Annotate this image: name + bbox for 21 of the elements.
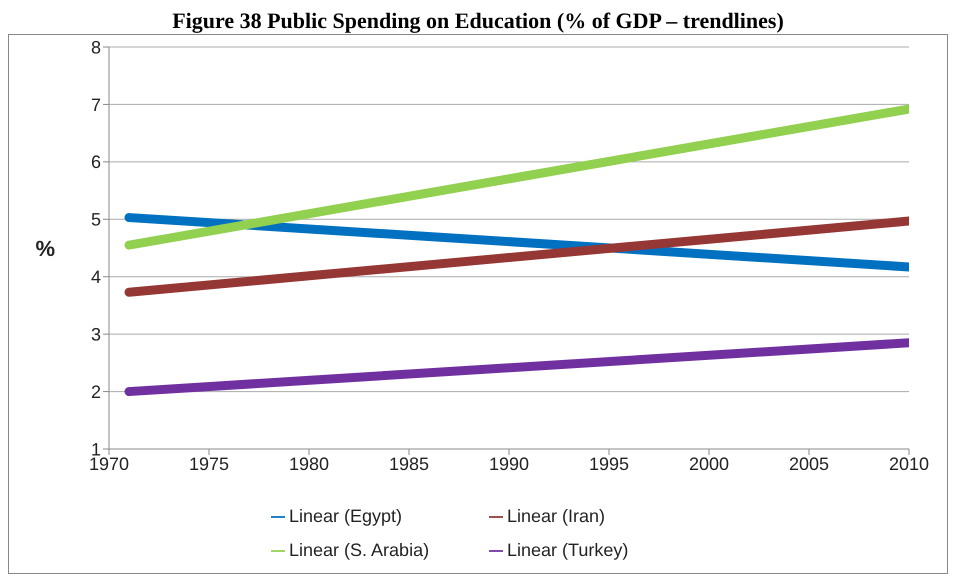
x-tick-label: 2010 bbox=[888, 454, 930, 474]
chart-title: Figure 38 Public Spending on Education (% of GDP – trendlines) bbox=[171, 8, 785, 34]
legend-label: Linear (Egypt) bbox=[289, 505, 404, 528]
y-tick-label: 5 bbox=[90, 210, 101, 230]
x-tick-label: 2000 bbox=[688, 454, 730, 474]
y-tick-label: 4 bbox=[90, 267, 101, 288]
y-axis-title: % bbox=[35, 236, 55, 261]
x-tick-label: 2005 bbox=[788, 454, 830, 474]
legend-label: Linear (S. Arabia) bbox=[289, 539, 430, 562]
x-tick-label: 1980 bbox=[288, 454, 330, 474]
y-tick-label: 7 bbox=[90, 94, 101, 115]
x-tick-label: 1975 bbox=[188, 454, 230, 474]
legend-label: Linear (Turkey) bbox=[507, 539, 630, 562]
y-tick-label: 2 bbox=[90, 382, 101, 402]
y-tick-label: 6 bbox=[90, 152, 101, 172]
legend-label: Linear (Iran) bbox=[507, 505, 606, 528]
x-tick-label: 1995 bbox=[588, 454, 630, 474]
x-tick-label: 1985 bbox=[388, 454, 430, 474]
y-tick-label: 3 bbox=[90, 324, 101, 345]
y-tick-label: 8 bbox=[90, 37, 101, 58]
x-tick-label: 1990 bbox=[488, 454, 530, 474]
